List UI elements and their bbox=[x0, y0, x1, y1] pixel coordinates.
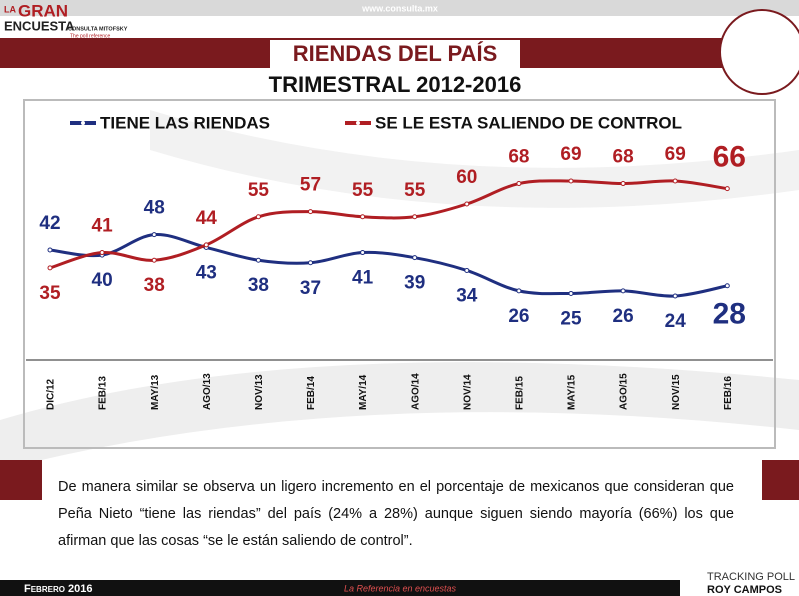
data-label: 25 bbox=[560, 308, 582, 329]
point bbox=[203, 242, 209, 248]
data-label: 66 bbox=[713, 141, 746, 174]
x-tick-label: FEB/14 bbox=[306, 376, 317, 410]
point bbox=[255, 257, 261, 263]
data-label: 28 bbox=[713, 298, 746, 331]
data-label: 34 bbox=[456, 285, 478, 306]
x-tick-label: AGO/14 bbox=[410, 373, 421, 410]
x-tick-label: AGO/13 bbox=[202, 373, 213, 410]
point bbox=[516, 181, 522, 187]
data-label: 24 bbox=[665, 311, 687, 332]
top-strip bbox=[0, 0, 799, 16]
tracking-box bbox=[680, 568, 799, 596]
data-label: 35 bbox=[39, 283, 61, 304]
data-label: 26 bbox=[508, 306, 529, 327]
x-tick-label: NOV/14 bbox=[462, 374, 473, 410]
tagline: The poll reference bbox=[70, 33, 111, 39]
point bbox=[568, 178, 574, 184]
point bbox=[464, 201, 470, 207]
point bbox=[308, 209, 313, 215]
body-text: De manera similar se observa un ligero i… bbox=[58, 479, 734, 549]
brand: CONSULTA MITOFSKY bbox=[68, 26, 128, 32]
emblem bbox=[719, 9, 799, 95]
x-tick-label: MAY/14 bbox=[358, 374, 369, 410]
x-tick-label: MAY/15 bbox=[567, 374, 578, 410]
point bbox=[47, 265, 53, 271]
swoosh bbox=[0, 362, 799, 470]
x-tick-label: NOV/13 bbox=[254, 374, 265, 410]
data-label: 40 bbox=[92, 270, 113, 291]
footer-slogan: La Referencia en encuestas bbox=[344, 583, 457, 593]
point bbox=[724, 186, 730, 192]
legend-label: SE LE ESTA SALIENDO DE CONTROL bbox=[375, 113, 682, 132]
point bbox=[255, 214, 261, 220]
x-tick-label: DIC/12 bbox=[46, 378, 57, 410]
x-tick-label: FEB/15 bbox=[515, 376, 526, 410]
data-label: 60 bbox=[456, 167, 477, 188]
legend-dot bbox=[81, 121, 85, 125]
chart-title: RIENDAS DEL PAÍS bbox=[293, 41, 498, 66]
point bbox=[308, 260, 313, 266]
point bbox=[99, 250, 105, 256]
x-tick-label: NOV/15 bbox=[671, 374, 682, 410]
point bbox=[620, 181, 626, 187]
chart-subtitle: TRIMESTRAL 2012-2016 bbox=[269, 72, 522, 97]
footer-date: Febrero 2016 bbox=[24, 583, 92, 595]
legend-label: TIENE LAS RIENDAS bbox=[100, 113, 270, 132]
data-label: 38 bbox=[248, 275, 269, 296]
author: ROY CAMPOS bbox=[707, 584, 782, 596]
point bbox=[412, 255, 418, 261]
data-label: 44 bbox=[196, 208, 218, 229]
data-label: 48 bbox=[144, 198, 165, 219]
footer-bar bbox=[0, 580, 799, 596]
data-label: 42 bbox=[39, 213, 60, 234]
point bbox=[151, 257, 157, 263]
point bbox=[724, 283, 730, 289]
point bbox=[360, 250, 366, 256]
point bbox=[516, 288, 522, 294]
data-label: 55 bbox=[352, 180, 374, 201]
data-label: 68 bbox=[613, 147, 634, 168]
data-label: 68 bbox=[508, 147, 529, 168]
point bbox=[672, 178, 678, 184]
point bbox=[151, 232, 157, 238]
data-label: 55 bbox=[248, 180, 270, 201]
point bbox=[47, 247, 53, 253]
point bbox=[620, 288, 626, 294]
data-label: 69 bbox=[665, 144, 686, 165]
url: www.consulta.mx bbox=[361, 3, 438, 13]
point bbox=[672, 293, 678, 299]
point bbox=[464, 267, 470, 273]
title-box bbox=[270, 40, 520, 68]
x-tick-label: MAY/13 bbox=[150, 374, 161, 410]
logo-main: GRAN bbox=[18, 1, 68, 20]
data-label: 43 bbox=[196, 262, 217, 283]
series-line bbox=[49, 233, 728, 298]
data-label: 26 bbox=[613, 306, 634, 327]
data-label: 37 bbox=[300, 278, 321, 299]
side-band bbox=[0, 460, 42, 500]
data-label: 39 bbox=[404, 273, 425, 294]
data-label: 41 bbox=[352, 268, 374, 289]
data-label: 41 bbox=[92, 216, 114, 237]
logo-top: LA bbox=[4, 4, 16, 14]
x-tick-label: FEB/16 bbox=[723, 376, 734, 410]
side-band bbox=[762, 460, 799, 500]
point bbox=[412, 214, 418, 220]
plot: TIENE LAS RIENDAS SE LE ESTA SALIENDO DE … bbox=[39, 113, 746, 410]
x-tick-label: AGO/15 bbox=[619, 373, 630, 410]
x-tick-label: FEB/13 bbox=[98, 376, 109, 410]
series-line bbox=[49, 179, 728, 270]
logo-sub: ENCUESTA bbox=[4, 18, 75, 33]
data-label: 57 bbox=[300, 175, 321, 196]
data-label: 69 bbox=[560, 144, 581, 165]
point bbox=[360, 214, 366, 220]
point bbox=[568, 290, 574, 296]
legend-dot bbox=[356, 121, 360, 125]
chart-frame bbox=[23, 99, 776, 449]
data-label: 55 bbox=[404, 180, 426, 201]
data-label: 38 bbox=[144, 275, 165, 296]
tracking: TRACKING POLL bbox=[707, 571, 795, 583]
